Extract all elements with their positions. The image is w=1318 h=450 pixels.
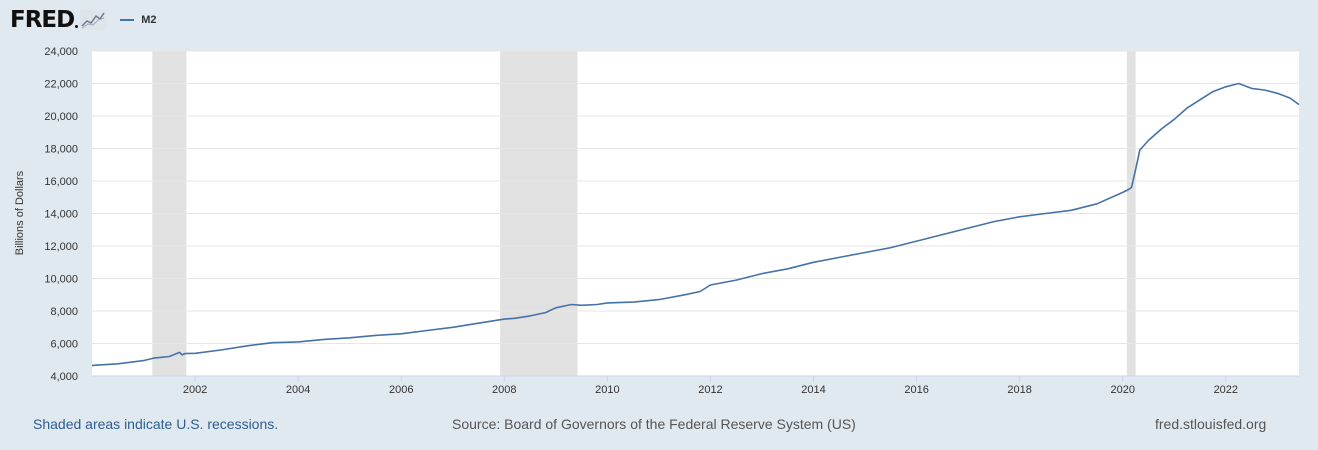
y-axis-label: Billions of Dollars (14, 170, 26, 255)
x-axis: 2002 2004 2006 2008 2010 2012 2014 2016 2018 2020… (92, 375, 1299, 396)
y-tick-label: 14,000 (44, 209, 78, 221)
y-tick-label: 6,000 (50, 339, 78, 351)
y-tick-label: 12,000 (44, 241, 78, 253)
x-tick-label: 2004 (286, 384, 310, 396)
y-tick-label: 4,000 (50, 371, 78, 383)
series-line-m2[interactable] (91, 82, 1300, 367)
header: FRED M2 (10, 6, 157, 34)
site-link[interactable]: fred.stlouisfed.org (1155, 416, 1267, 432)
recession-note-link[interactable]: Shaded areas indicate U.S. recessions. (33, 416, 279, 432)
y-tick-label: 8,000 (50, 306, 78, 318)
x-tick-label: 2012 (698, 384, 722, 396)
legend-swatch (120, 19, 135, 21)
y-tick-label: 18,000 (44, 144, 78, 156)
x-tick-label: 2008 (492, 384, 516, 396)
line-chart[interactable]: 2002 2004 2006 2008 2010 2012 2014 2016 2018 2020… (0, 0, 1318, 400)
x-tick-label: 2018 (1007, 384, 1031, 396)
y-tick-label: 20,000 (44, 111, 78, 123)
y-tick-label: 22,000 (44, 79, 78, 91)
x-tick-label: 2020 (1111, 384, 1135, 396)
y-tick-label: 16,000 (44, 176, 78, 188)
legend[interactable]: M2 (120, 14, 157, 26)
x-tick-label: 2010 (595, 384, 619, 396)
x-tick-label: 2016 (904, 384, 928, 396)
x-tick-label: 2014 (801, 384, 825, 396)
logo-dot (75, 24, 79, 28)
x-tick-label: 2002 (183, 384, 207, 396)
y-axis: 4,000 6,000 8,000 10,000 12,000 14,000 16,000 1… (44, 46, 78, 383)
x-tick-label: 2022 (1214, 384, 1238, 396)
gridlines (92, 50, 1299, 377)
legend-label-m2: M2 (141, 14, 157, 26)
source-text: Source: Board of Governors of the Federa… (452, 416, 856, 432)
sparkline-chart-icon (80, 10, 107, 30)
x-tick-label: 2006 (389, 384, 413, 396)
y-tick-label: 10,000 (44, 274, 78, 286)
y-tick-label: 24,000 (44, 46, 78, 58)
fred-logo[interactable]: FRED (10, 7, 75, 33)
